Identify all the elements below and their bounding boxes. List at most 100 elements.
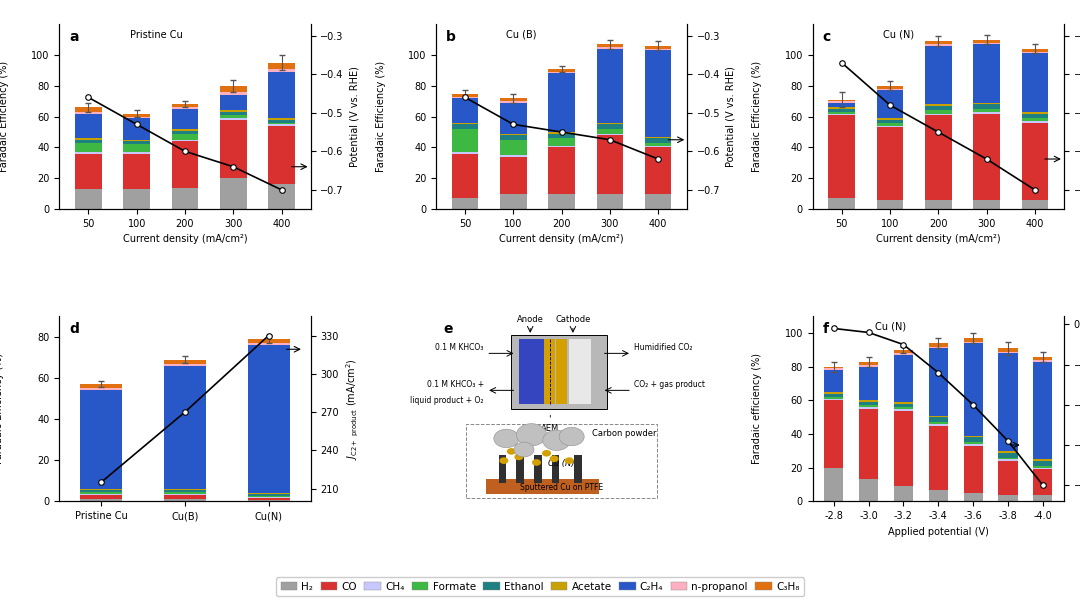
Bar [894, 486, 913, 501]
Bar [973, 104, 1000, 109]
Bar [998, 452, 1017, 458]
Bar [924, 41, 951, 44]
Bar [596, 133, 623, 135]
Bar [998, 349, 1017, 352]
Bar [220, 92, 246, 95]
X-axis label: Applied potential (V): Applied potential (V) [888, 527, 988, 536]
Bar [518, 339, 544, 404]
Bar [164, 359, 206, 364]
Bar [894, 409, 913, 411]
Bar [1034, 466, 1053, 467]
Bar [963, 342, 983, 343]
Bar [1022, 121, 1048, 123]
Text: Cu (N): Cu (N) [883, 30, 914, 40]
Bar [963, 343, 983, 435]
Bar [929, 426, 948, 490]
Bar [164, 365, 206, 489]
Bar [894, 407, 913, 409]
Bar [645, 49, 672, 50]
Bar [569, 339, 591, 404]
Bar [268, 72, 295, 118]
Bar [596, 123, 623, 124]
Bar [998, 451, 1017, 452]
Circle shape [499, 457, 509, 464]
Bar [451, 198, 478, 209]
Bar [500, 101, 527, 103]
Bar [247, 493, 289, 494]
Bar [549, 74, 575, 132]
Bar [924, 44, 951, 46]
Bar [894, 353, 913, 355]
Bar [824, 394, 843, 397]
Bar [123, 189, 150, 209]
Y-axis label: Faradaic Efficiency (%): Faradaic Efficiency (%) [753, 61, 762, 172]
Bar [1034, 467, 1053, 469]
Bar [247, 343, 289, 345]
Bar [924, 114, 951, 115]
Circle shape [514, 454, 524, 460]
Bar [80, 390, 122, 489]
Bar [929, 416, 948, 417]
Bar [828, 108, 855, 109]
Bar [859, 400, 878, 402]
Bar [824, 397, 843, 399]
Bar [451, 152, 478, 153]
Bar [1034, 469, 1053, 495]
Bar [247, 500, 289, 501]
Bar [80, 489, 122, 490]
Bar [929, 424, 948, 426]
Bar [500, 133, 527, 135]
Bar [268, 63, 295, 69]
X-axis label: Current density (mA/cm²): Current density (mA/cm²) [876, 234, 1000, 245]
Circle shape [565, 457, 573, 464]
Text: c: c [823, 30, 831, 43]
Bar [76, 108, 102, 112]
Bar [998, 459, 1017, 461]
Bar [268, 118, 295, 120]
Bar [929, 417, 948, 422]
Bar [500, 156, 527, 194]
Bar [549, 133, 575, 138]
Bar [247, 496, 289, 497]
Bar [645, 50, 672, 137]
Bar [451, 123, 478, 124]
Bar [172, 104, 199, 108]
Bar [877, 120, 903, 123]
Bar [451, 129, 478, 152]
Bar [963, 446, 983, 493]
Bar [963, 437, 983, 443]
Bar [549, 147, 575, 194]
Bar [164, 490, 206, 492]
Bar [973, 109, 1000, 112]
Text: a: a [69, 30, 79, 43]
Bar [877, 86, 903, 89]
Bar [1022, 49, 1048, 52]
Bar [220, 112, 246, 115]
Y-axis label: $J_{\rm C2+\ product}\ \rm (mA/cm^2)$: $J_{\rm C2+\ product}\ \rm (mA/cm^2)$ [345, 358, 361, 460]
Bar [877, 200, 903, 209]
Circle shape [532, 459, 541, 466]
Bar [499, 455, 507, 483]
Bar [1034, 495, 1053, 501]
Bar [973, 43, 1000, 44]
Bar [220, 95, 246, 111]
Bar [859, 367, 878, 400]
Bar [220, 86, 246, 92]
Bar [123, 118, 150, 140]
Bar [549, 132, 575, 133]
Bar [76, 140, 102, 143]
Text: Cathode: Cathode [555, 315, 591, 324]
Text: Carbon powder: Carbon powder [592, 429, 657, 438]
Bar [164, 364, 206, 365]
X-axis label: Current density (mA/cm²): Current density (mA/cm²) [123, 234, 247, 245]
Bar [963, 443, 983, 444]
Bar [123, 141, 150, 144]
Bar [172, 141, 199, 187]
Y-axis label: Faradaic Efficiency (%): Faradaic Efficiency (%) [376, 61, 386, 172]
Circle shape [494, 429, 518, 448]
Text: 0.1 M KHCO₃ +: 0.1 M KHCO₃ + [427, 379, 484, 388]
Bar [963, 444, 983, 446]
Circle shape [550, 455, 558, 462]
Bar [877, 123, 903, 126]
Bar [80, 494, 122, 495]
